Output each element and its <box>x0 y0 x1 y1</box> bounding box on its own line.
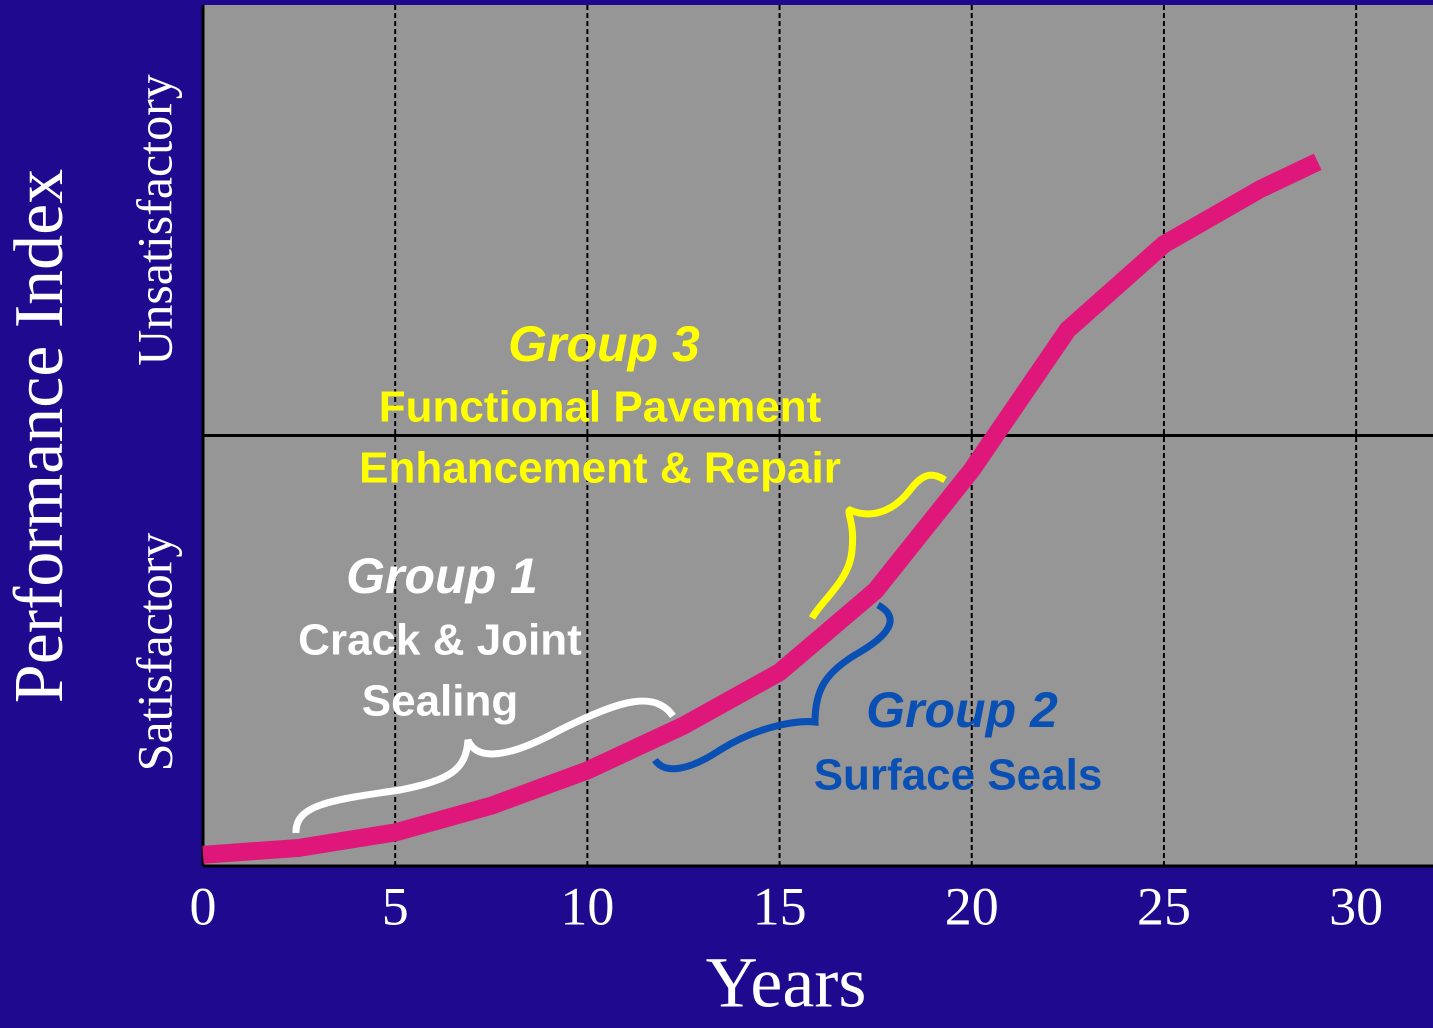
annotation-text: Enhancement & Repair <box>359 444 841 493</box>
x-tick-label: 0 <box>190 876 217 936</box>
annotation-title: Group 2 <box>866 682 1058 738</box>
grid <box>203 5 1433 866</box>
brace <box>292 697 676 834</box>
x-tick-label: 5 <box>382 876 409 936</box>
x-tick-label: 25 <box>1137 876 1191 936</box>
line <box>202 153 1322 864</box>
annotation-text: Surface Seals <box>814 751 1103 800</box>
brace <box>652 601 894 773</box>
region-label: Satisfactory <box>126 533 182 772</box>
annotation-text: Sealing <box>362 677 519 726</box>
annotation-title: Group 3 <box>508 316 700 372</box>
annotation-text: Crack & Joint <box>298 616 582 665</box>
region-label: Unsatisfactory <box>126 74 182 366</box>
brace <box>808 471 947 620</box>
x-axis-label: Years <box>706 943 867 1023</box>
x-tick-label: 10 <box>560 876 614 936</box>
annotation-text: Functional Pavement <box>379 383 822 432</box>
x-tick-label: 15 <box>753 876 807 936</box>
annotation-title: Group 1 <box>346 548 538 604</box>
y-axis-label: Performance Index <box>1 169 78 703</box>
x-tick-label: 20 <box>945 876 999 936</box>
marks <box>202 153 1322 864</box>
x-tick-label: 30 <box>1329 876 1383 936</box>
